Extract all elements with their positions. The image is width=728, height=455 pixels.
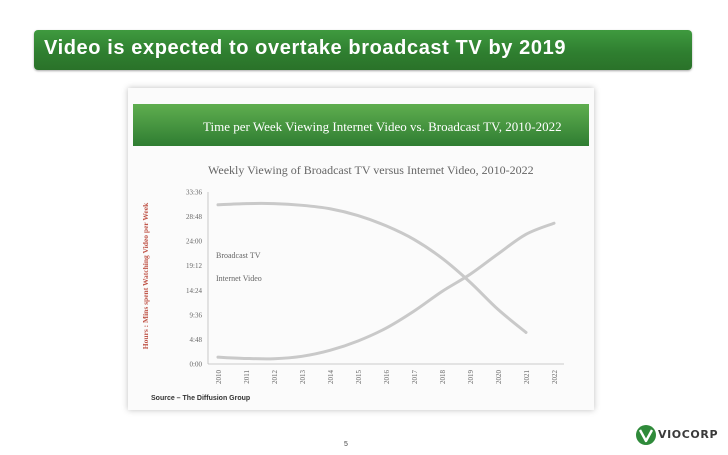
legend-broadcast-tv: Broadcast TV [216,251,261,260]
x-tick-label: 2016 [383,370,391,385]
slide-title-bar: Video is expected to overtake broadcast … [34,30,692,70]
y-tick-label: 14:24 [186,287,202,295]
x-tick-label: 2018 [439,370,447,385]
y-tick-label: 24:00 [186,238,202,246]
y-tick-label: 33:36 [186,189,202,197]
y-axis-label: Hours : Mins spent Watching Video per We… [141,202,150,349]
series-line-broadcast-tv [216,201,528,334]
chart: Time per Week Viewing Internet Video vs.… [133,104,589,385]
x-tick-label: 2013 [299,370,307,385]
x-tick-label: 2019 [467,370,475,385]
x-tick-label: 2012 [271,370,279,385]
y-tick-label: 0:00 [190,361,203,369]
page-number: 5 [344,441,348,448]
logo-mark-icon [636,425,656,445]
slide-title: Video is expected to overtake broadcast … [44,37,567,59]
x-tick-label: 2011 [243,370,251,384]
y-tick-labels: 0:00 4:48 9:36 14:24 19:12 24:00 28:48 33:36 [186,189,202,369]
y-tick-label: 9:36 [190,311,203,319]
y-tick-label: 28:48 [186,213,202,221]
x-tick-label: 2010 [215,370,223,385]
chart-banner-title: Time per Week Viewing Internet Video vs.… [203,119,562,134]
legend-internet-video: Internet Video [216,274,262,283]
x-tick-label: 2022 [551,370,559,385]
chart-title: Weekly Viewing of Broadcast TV versus In… [208,163,534,177]
chart-banner-bg [133,104,589,146]
source-note: Source – The Diffusion Group [151,395,251,402]
x-tick-labels: 2010 2011 2012 2013 2014 2015 2016 2017 2018 2019… [215,370,559,385]
chart-frame: Time per Week Viewing Internet Video vs.… [128,88,594,410]
x-tick-label: 2020 [495,370,503,385]
x-tick-label: 2015 [355,370,363,385]
y-tick-label: 4:48 [190,336,203,344]
x-tick-label: 2014 [327,370,335,385]
series-line-internet-video [216,221,556,361]
logo-text: VIOCORP [658,428,719,441]
y-tick-label: 19:12 [186,262,202,270]
x-tick-label: 2017 [411,370,419,385]
x-tick-label: 2021 [523,370,531,385]
series-lines [216,201,556,361]
viocorp-logo: VIOCORP [635,424,719,446]
